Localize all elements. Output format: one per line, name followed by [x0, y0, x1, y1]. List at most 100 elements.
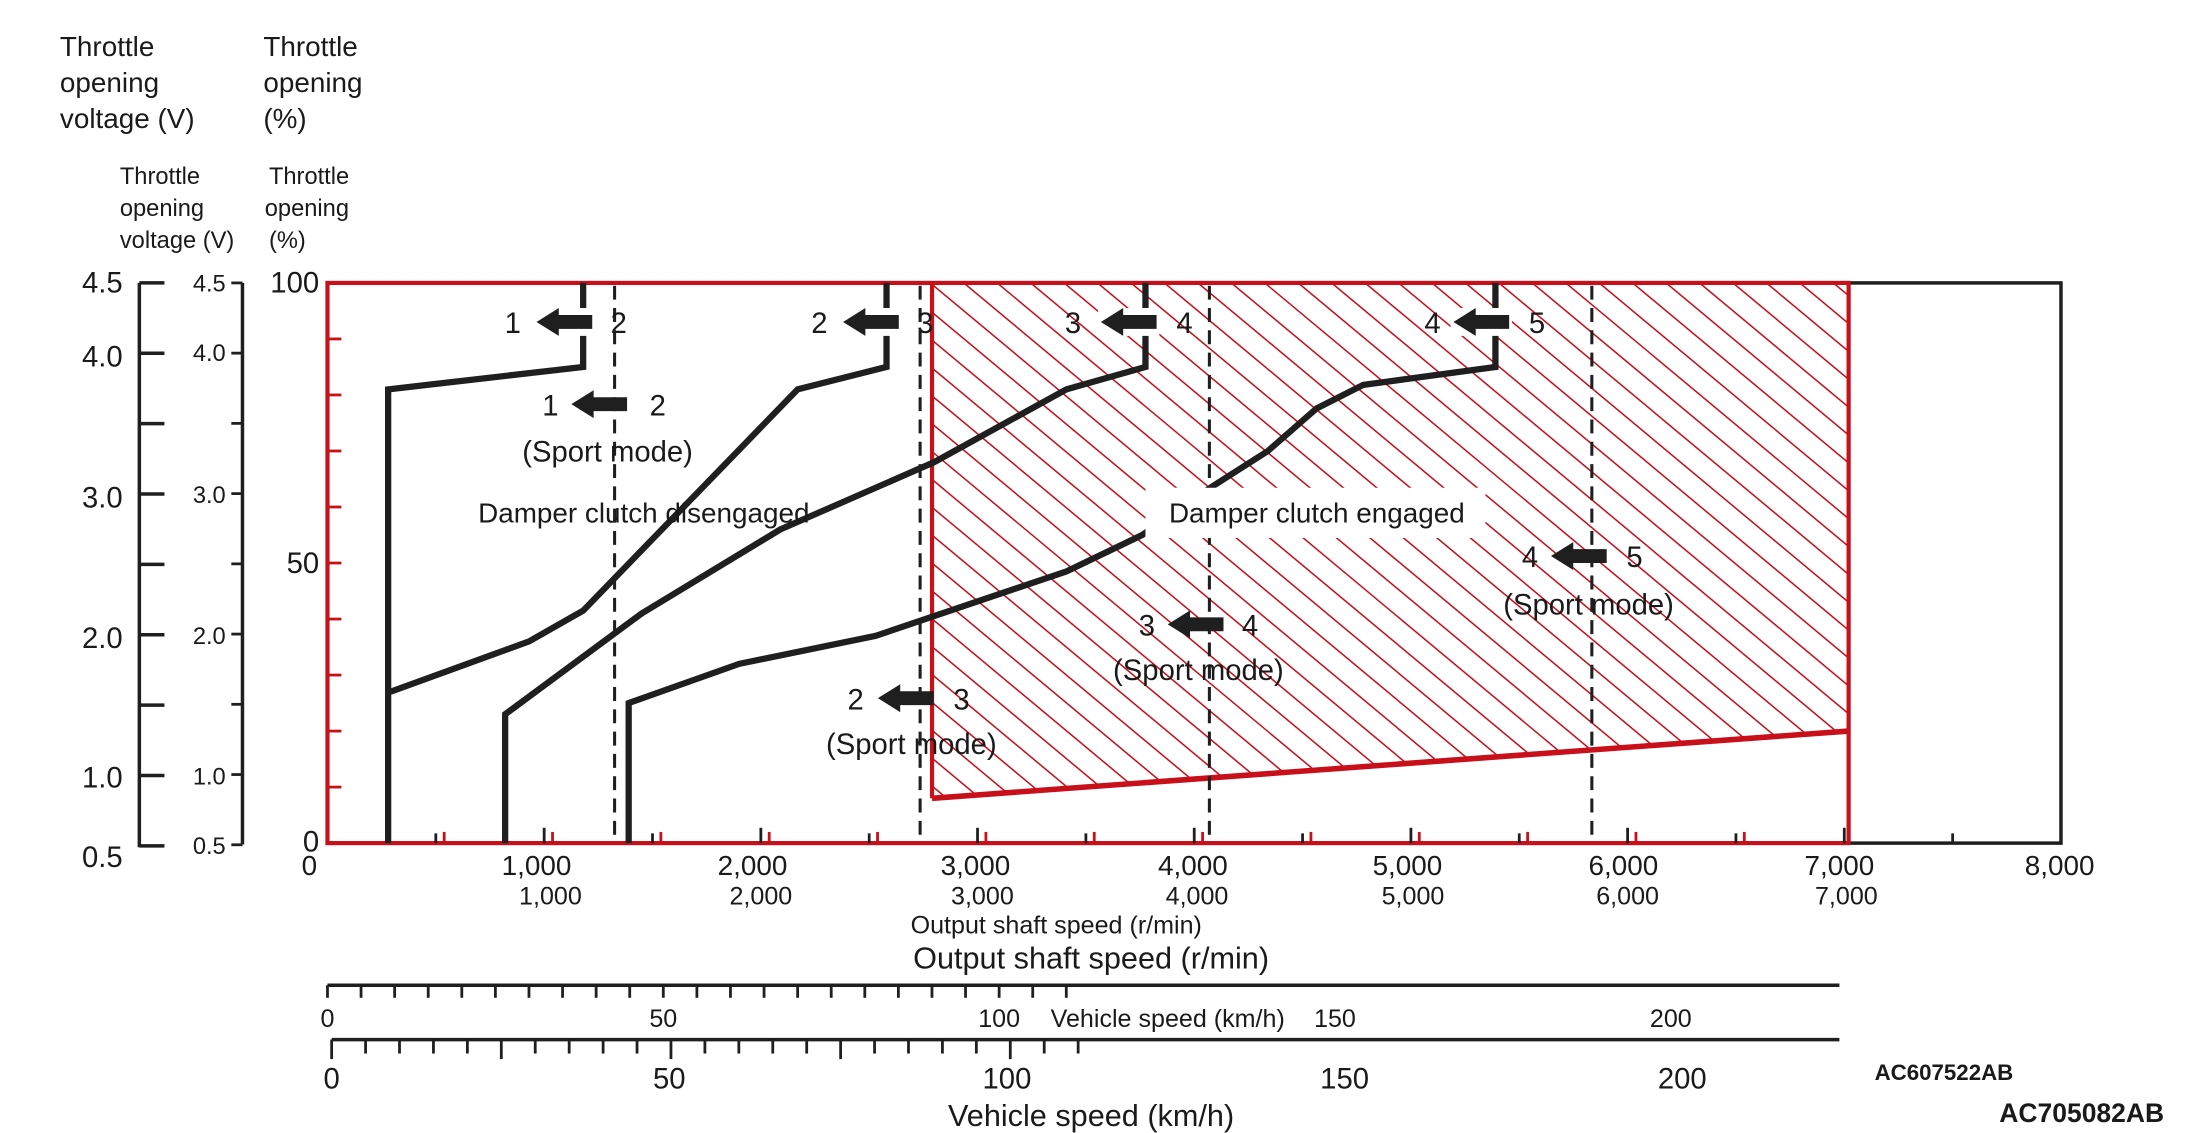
axis-title-line: opening [263, 67, 362, 98]
figure-code-overlay: AC607522AB [1875, 1060, 2014, 1085]
vehicle-speed-label-overlay: Vehicle speed (km/h) [1051, 1005, 1285, 1033]
voltage-tick-label-overlay: 1.0 [193, 765, 226, 791]
hatch-line [932, 282, 1461, 799]
hatch-line [1895, 279, 2185, 836]
hatch-line [932, 282, 1328, 799]
shift-gear-from: 2 [611, 308, 627, 340]
voltage-tick-label: 1.0 [82, 762, 123, 794]
hatch-lines [223, 279, 2185, 836]
voltage-axis-title-overlay: Throttle opening voltage (V) [120, 164, 234, 254]
voltage-tick-label-overlay: 4.5 [193, 271, 226, 297]
percent-tick-label: 100 [270, 268, 319, 300]
left-arrow-icon [1100, 308, 1157, 336]
axis-title-line: voltage (V) [60, 103, 195, 134]
axis-title-line: (%) [263, 103, 306, 134]
hatch-line [932, 282, 1528, 799]
left-arrow-icon [1550, 542, 1607, 570]
hatch-line [932, 282, 1060, 799]
sport-shift-gear-to: 4 [1522, 542, 1538, 574]
shift-gear-to: 4 [1424, 308, 1440, 340]
hatch-line [932, 282, 1261, 799]
upshift-line [385, 282, 587, 844]
x-tick-label: 5,000 [1373, 850, 1443, 881]
hatch-line [1426, 282, 1849, 799]
hatch-line [1292, 282, 1849, 799]
hatch-line [1058, 282, 1729, 799]
x-axis-label: Output shaft speed (r/min) [913, 942, 1269, 976]
x-axis-label-overlay: Output shaft speed (r/min) [911, 912, 1202, 940]
sport-mode-label: (Sport mode) [1113, 655, 1284, 687]
sport-mode-label: (Sport mode) [826, 729, 997, 761]
hatch-line [2029, 279, 2185, 836]
vehicle-speed-tick-label-overlay: 50 [649, 1005, 677, 1033]
x-tick-label: 1,000 [502, 850, 572, 881]
x-tick-label-overlay: 1,000 [519, 882, 582, 910]
hatch-line [1627, 282, 1849, 799]
x-tick-label-overlay: 7,000 [1815, 882, 1878, 910]
axis-title-line: (%) [269, 228, 306, 254]
axis-title-line: opening [120, 196, 204, 222]
vehicle-speed-tick-label-overlay: 200 [1650, 1005, 1692, 1033]
vehicle-speed-tick-label: 200 [1658, 1063, 1707, 1095]
hatch-line [932, 282, 1495, 799]
hatch-line [1660, 282, 1849, 799]
damper-clutch-engaged-region [223, 279, 2185, 836]
engaged-region-lower-boundary [931, 728, 1849, 802]
x-tick-label: 4,000 [1158, 850, 1228, 881]
sport-mode-label: (Sport mode) [522, 436, 693, 468]
left-arrow-icon [571, 390, 628, 419]
percent-axis-title: Throttle opening (%) [263, 31, 362, 134]
hatch-line [256, 279, 925, 836]
hatch-line [991, 282, 1662, 799]
x-tick-label-overlay: 3,000 [951, 882, 1014, 910]
voltage-tick-label-overlay: 0.5 [193, 834, 226, 860]
hatch-line [1459, 282, 1849, 799]
hatch-line [2163, 279, 2185, 836]
hatch-line [1493, 282, 1849, 799]
x-tick-label: 0 [302, 850, 318, 881]
hatch-line [223, 279, 892, 836]
hatch-line [1794, 282, 1849, 799]
voltage-tick-label: 4.5 [82, 268, 123, 300]
hatch-line [932, 282, 1127, 799]
damper-clutch-disengaged-label: Damper clutch disengaged [478, 498, 809, 529]
percent-tick-label: 0 [303, 826, 319, 858]
voltage-tick-label: 4.0 [82, 342, 123, 374]
x-tick-label-overlay: 4,000 [1166, 882, 1229, 910]
hatch-line [1727, 282, 1849, 799]
hatch-line [932, 282, 1294, 799]
sport-shift-gear-from: 4 [1242, 610, 1258, 642]
hatch-line [932, 282, 1361, 799]
x-tick-label: 8,000 [2025, 850, 2095, 881]
axis-title-line: Throttle [120, 164, 200, 190]
hatch-line [1962, 279, 2185, 836]
hatch-line [1526, 282, 1849, 799]
sport-shift-gear-to: 2 [847, 684, 863, 716]
hatch-line [2129, 279, 2185, 836]
hatch-line [1693, 282, 1849, 799]
hatch-line [1929, 279, 2185, 836]
upshift-line [389, 282, 890, 695]
hatch-line [1593, 282, 1849, 799]
sport-shift-gear-from: 5 [1626, 542, 1642, 574]
upshift-line [502, 282, 1149, 844]
sport-shift-gear-to: 1 [542, 390, 558, 422]
shift-gear-to: 2 [811, 308, 827, 340]
x-tick-label: 2,000 [718, 850, 788, 881]
voltage-axis-title: Throttle opening voltage (V) [60, 31, 195, 134]
hatch-line [1862, 279, 2185, 836]
vehicle-speed-tick-label: 0 [324, 1063, 340, 1095]
hatch-line [2096, 279, 2185, 836]
x-tick-label: 7,000 [1805, 850, 1875, 881]
sport-shift-gear-from: 3 [953, 684, 969, 716]
sport-shift-gear-from: 2 [650, 390, 666, 422]
voltage-tick-label-overlay: 4.0 [193, 341, 226, 367]
shift-gear-from: 4 [1176, 308, 1192, 340]
hatch-line [932, 282, 1093, 799]
hatch-line [932, 282, 1227, 799]
axis-title-line: opening [265, 196, 349, 222]
shift-gear-to: 3 [1065, 308, 1081, 340]
axis-title-line: Throttle [60, 31, 154, 62]
vehicle-speed-label: Vehicle speed (km/h) [948, 1099, 1234, 1133]
